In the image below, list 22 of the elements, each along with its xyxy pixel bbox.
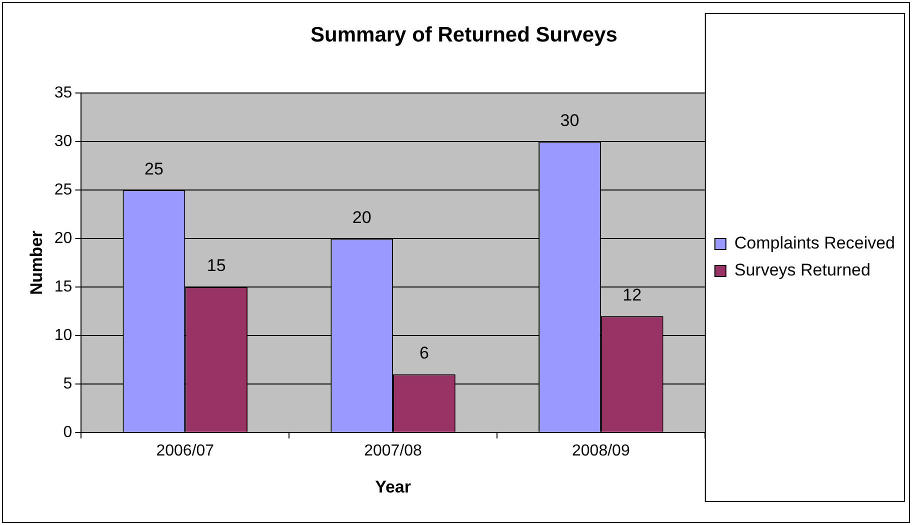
data-label: 25 bbox=[144, 159, 164, 178]
legend-label: Complaints Received bbox=[734, 234, 896, 253]
x-axis-title: Year bbox=[375, 477, 412, 496]
x-tick-label: 2007/08 bbox=[364, 442, 422, 460]
data-label: 6 bbox=[419, 343, 429, 362]
data-label: 12 bbox=[622, 285, 642, 304]
x-tick-label: 2008/09 bbox=[572, 442, 630, 460]
chart-title: Summary of Returned Surveys bbox=[310, 23, 618, 46]
data-label: 30 bbox=[560, 110, 580, 130]
data-label: 20 bbox=[352, 208, 372, 227]
y-axis-title: Number bbox=[26, 230, 46, 295]
y-tick-label: 0 bbox=[63, 424, 72, 441]
data-label: 15 bbox=[206, 256, 226, 276]
y-tick-label: 10 bbox=[54, 326, 72, 344]
legend-label: Surveys Returned bbox=[734, 260, 870, 280]
y-tick-label: 15 bbox=[54, 278, 72, 296]
y-tick-label: 35 bbox=[54, 84, 72, 102]
x-tick-label: 2006/07 bbox=[156, 442, 214, 460]
y-tick-label: 20 bbox=[54, 230, 72, 247]
y-tick-label: 25 bbox=[54, 182, 72, 199]
y-tick-label: 30 bbox=[54, 133, 72, 150]
y-tick-label: 5 bbox=[63, 375, 72, 392]
